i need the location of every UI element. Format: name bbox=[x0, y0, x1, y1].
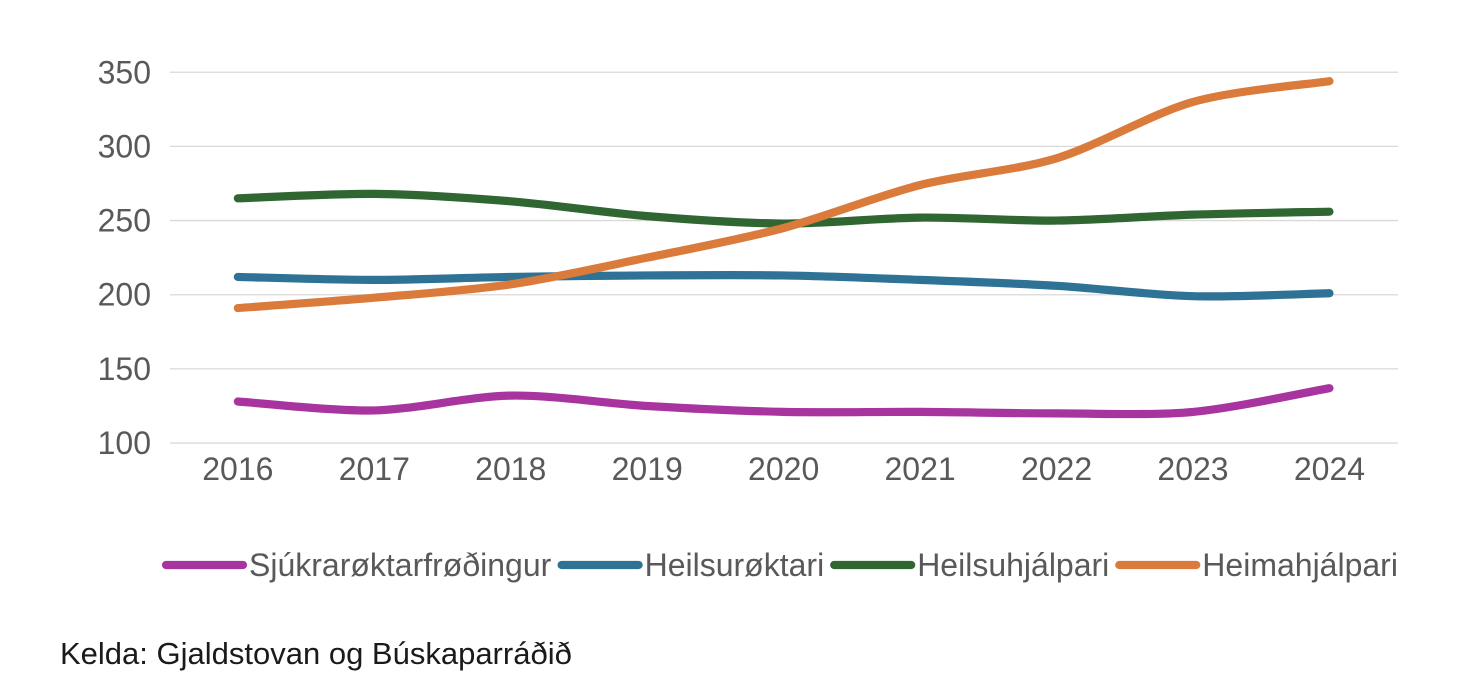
svg-text:2019: 2019 bbox=[612, 451, 683, 487]
svg-text:300: 300 bbox=[98, 128, 151, 164]
svg-text:2024: 2024 bbox=[1294, 451, 1365, 487]
svg-text:Sjúkrarøktarfrøðingur: Sjúkrarøktarfrøðingur bbox=[249, 547, 552, 583]
svg-text:250: 250 bbox=[98, 203, 151, 239]
svg-text:150: 150 bbox=[98, 351, 151, 387]
svg-text:2022: 2022 bbox=[1021, 451, 1092, 487]
svg-text:2016: 2016 bbox=[202, 451, 273, 487]
svg-text:100: 100 bbox=[98, 425, 151, 461]
svg-text:2020: 2020 bbox=[748, 451, 819, 487]
svg-text:2018: 2018 bbox=[475, 451, 546, 487]
svg-text:2021: 2021 bbox=[885, 451, 956, 487]
svg-text:200: 200 bbox=[98, 277, 151, 313]
svg-text:Heilsurøktari: Heilsurøktari bbox=[645, 547, 825, 583]
svg-text:350: 350 bbox=[98, 54, 151, 90]
svg-text:Heimahjálpari: Heimahjálpari bbox=[1202, 547, 1398, 583]
svg-text:2017: 2017 bbox=[339, 451, 410, 487]
svg-text:2023: 2023 bbox=[1157, 451, 1228, 487]
svg-text:Heilsuhjálpari: Heilsuhjálpari bbox=[917, 547, 1109, 583]
